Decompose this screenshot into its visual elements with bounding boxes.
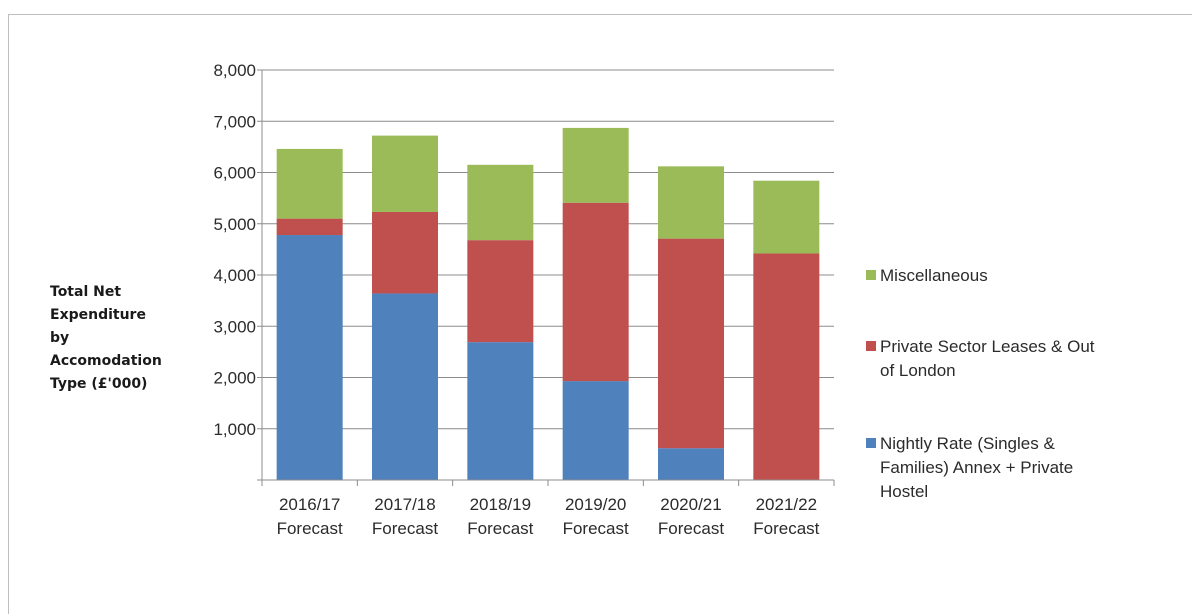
bar-segment-miscellaneous xyxy=(658,166,724,239)
axes xyxy=(261,70,835,486)
legend-label: Families) Annex + Private xyxy=(880,458,1073,477)
x-tick-label: 2017/18 xyxy=(374,495,435,514)
gridlines: 1,000 2,000 3,000 4,000 5,000 6,000 7,000 8,000 xyxy=(213,61,834,481)
y-axis-label-line: Total Net xyxy=(50,284,121,300)
bar-segment-miscellaneous xyxy=(372,135,438,212)
y-tick-label: 7,000 xyxy=(213,112,256,131)
bar-segment-miscellaneous xyxy=(467,164,534,241)
legend: Miscellaneous Private Sector Leases & Out… xyxy=(866,266,1095,501)
bar-segment-miscellaneous xyxy=(562,127,629,203)
x-tick-label: 2016/17 xyxy=(279,495,340,514)
bar-segment-miscellaneous xyxy=(753,180,820,254)
legend-label: Miscellaneous xyxy=(880,266,988,285)
y-axis-label-line: Accomodation xyxy=(50,353,162,369)
y-axis-label-line: Type (£'000) xyxy=(50,376,147,392)
bar-segment-miscellaneous xyxy=(276,148,343,219)
legend-swatch xyxy=(866,270,876,280)
legend-label: of London xyxy=(880,361,956,380)
y-tick-label: 8,000 xyxy=(213,61,256,80)
y-tick-label: 4,000 xyxy=(213,266,256,285)
y-axis-label: Total Net Expenditure by Accomodation Type (… xyxy=(50,284,162,392)
legend-swatch xyxy=(866,438,876,448)
bar-segment-nightly-rate xyxy=(658,448,724,480)
y-tick-label: 6,000 xyxy=(213,164,256,183)
bar-segment-private-sector-leases xyxy=(658,238,724,449)
y-tick-label: 1,000 xyxy=(213,420,256,439)
bar-segment-private-sector-leases xyxy=(372,211,438,294)
y-tick-label: 2,000 xyxy=(213,369,256,388)
legend-label: Nightly Rate (Singles & xyxy=(880,434,1055,453)
y-axis-label-line: Expenditure xyxy=(50,307,146,323)
x-tick-label: 2018/19 xyxy=(470,495,531,514)
legend-swatch xyxy=(866,341,876,351)
y-tick-label: 5,000 xyxy=(213,215,256,234)
bar-segment-nightly-rate xyxy=(372,293,438,480)
bar-segment-private-sector-leases xyxy=(467,240,534,343)
x-tick-label: Forecast xyxy=(753,519,819,538)
chart-frame xyxy=(8,14,1192,614)
bar-segment-private-sector-leases xyxy=(753,253,820,480)
y-axis-label-line: by xyxy=(50,330,69,346)
x-tick-label: Forecast xyxy=(658,519,724,538)
x-tick-label: Forecast xyxy=(277,519,343,538)
x-tick-label: 2019/20 xyxy=(565,495,626,514)
x-tick-label: 2021/22 xyxy=(756,495,817,514)
bars: 2016/17 Forecast 2017/18 Forecast 2018/19 For… xyxy=(276,127,820,538)
bar-segment-private-sector-leases xyxy=(562,202,629,382)
x-tick-label: Forecast xyxy=(467,519,533,538)
x-tick-label: 2020/21 xyxy=(660,495,721,514)
bar-segment-nightly-rate xyxy=(562,381,629,480)
bar-segment-private-sector-leases xyxy=(276,218,343,236)
y-tick-label: 3,000 xyxy=(213,317,256,336)
bar-segment-nightly-rate xyxy=(276,235,343,480)
stacked-bar-chart: Total Net Expenditure by Accomodation Type (… xyxy=(50,61,1095,538)
bar-segment-nightly-rate xyxy=(467,342,534,480)
legend-label: Hostel xyxy=(880,482,928,501)
legend-label: Private Sector Leases & Out xyxy=(880,337,1095,356)
x-tick-label: Forecast xyxy=(563,519,629,538)
x-tick-label: Forecast xyxy=(372,519,438,538)
